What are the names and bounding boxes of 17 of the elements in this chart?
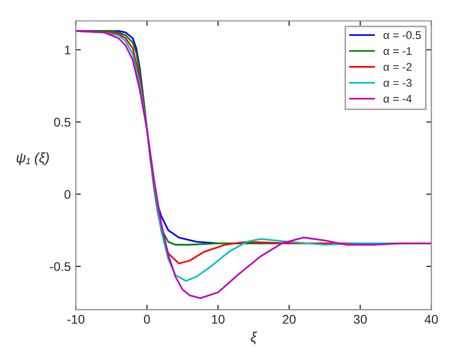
x-tick-label: 0 bbox=[144, 314, 150, 324]
y-tick-label: 1 bbox=[64, 46, 70, 54]
x-tick-label: 30 bbox=[354, 314, 367, 324]
x-tick-label: 10 bbox=[212, 314, 225, 324]
y-tick-label: -0.5 bbox=[50, 262, 70, 272]
y-axis-title: ψ₁ (ξ) bbox=[16, 152, 49, 166]
x-axis-title: ξ bbox=[250, 332, 258, 344]
legend-label: α = -2 bbox=[384, 63, 412, 71]
legend-label: α = -4 bbox=[384, 94, 412, 103]
legend-label: α = -1 bbox=[384, 47, 412, 55]
x-tick-label: 20 bbox=[282, 314, 296, 324]
legend-label: α = -3 bbox=[384, 78, 412, 87]
x-tick-label: -10 bbox=[67, 314, 84, 324]
x-tick-label: 40 bbox=[424, 314, 438, 324]
legend-label: α = -0.5 bbox=[384, 31, 421, 40]
y-tick-label: 0 bbox=[64, 190, 70, 199]
y-tick-label: 0.5 bbox=[54, 118, 70, 127]
